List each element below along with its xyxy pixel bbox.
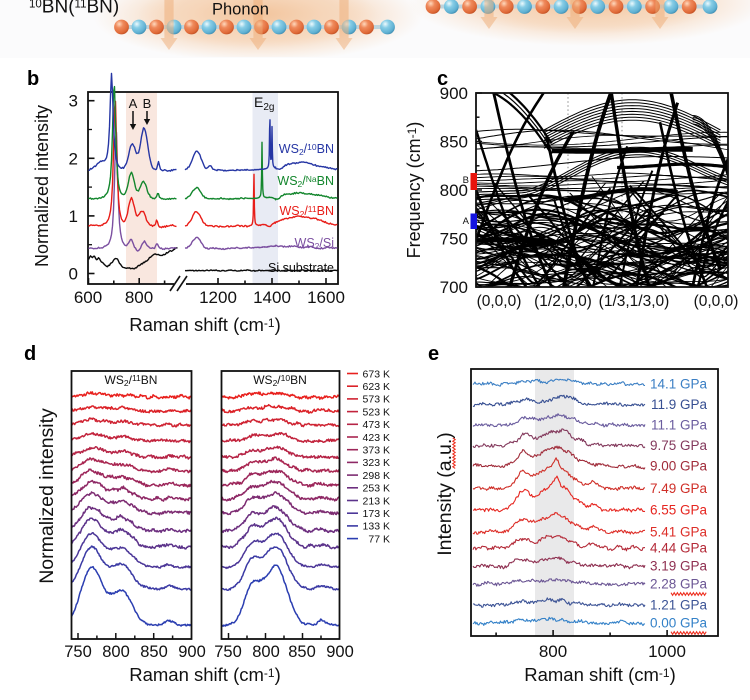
svg-text:850: 850: [140, 643, 168, 661]
svg-text:1400: 1400: [253, 288, 291, 307]
svg-text:900: 900: [326, 643, 354, 661]
svg-text:900: 900: [178, 643, 206, 661]
svg-text:600: 600: [74, 288, 102, 307]
svg-text:4.44 GPa: 4.44 GPa: [650, 541, 708, 556]
svg-text:b: b: [27, 68, 39, 90]
svg-text:750: 750: [214, 643, 242, 661]
svg-text:1000: 1000: [648, 642, 686, 661]
svg-text:423 K: 423 K: [363, 432, 390, 444]
svg-text:253 K: 253 K: [363, 483, 390, 495]
svg-text:3.19 GPa: 3.19 GPa: [650, 559, 708, 574]
svg-text:133 K: 133 K: [363, 521, 390, 533]
svg-text:373 K: 373 K: [363, 445, 390, 457]
svg-text:11.1 GPa: 11.1 GPa: [651, 418, 708, 433]
svg-text:2.28 GPa: 2.28 GPa: [650, 577, 708, 592]
svg-text:750: 750: [64, 643, 92, 661]
svg-text:B: B: [463, 175, 469, 186]
svg-text:523 K: 523 K: [363, 406, 390, 418]
svg-text:623 K: 623 K: [363, 381, 390, 393]
svg-text:Phonon: Phonon: [212, 1, 269, 19]
svg-text:Frequency (cm-1): Frequency (cm-1): [404, 122, 424, 259]
svg-text:800: 800: [440, 181, 468, 200]
svg-text:B: B: [143, 96, 152, 111]
svg-text:3: 3: [69, 92, 78, 111]
svg-text:d: d: [24, 343, 36, 365]
svg-text:1600: 1600: [307, 288, 345, 307]
svg-text:(0,0,0): (0,0,0): [694, 293, 739, 310]
svg-text:850: 850: [288, 643, 316, 661]
svg-text:A: A: [463, 216, 470, 227]
svg-text:10BN(11BN): 10BN(11BN): [29, 0, 119, 18]
svg-text:6.55 GPa: 6.55 GPa: [650, 503, 708, 518]
svg-text:673 K: 673 K: [363, 368, 390, 380]
svg-text:(0,0,0): (0,0,0): [477, 293, 522, 310]
svg-text:(1/2,0,0): (1/2,0,0): [534, 293, 592, 310]
svg-text:e: e: [428, 343, 439, 365]
svg-text:173 K: 173 K: [363, 508, 390, 520]
svg-text:77 K: 77 K: [368, 533, 390, 545]
svg-text:14.1 GPa: 14.1 GPa: [650, 377, 708, 392]
svg-text:700: 700: [440, 278, 468, 297]
svg-text:323 K: 323 K: [363, 457, 390, 469]
svg-text:c: c: [437, 68, 448, 90]
svg-text:A: A: [129, 96, 138, 111]
svg-text:750: 750: [440, 230, 468, 249]
svg-text:900: 900: [440, 84, 468, 103]
svg-text:7.49 GPa: 7.49 GPa: [650, 481, 708, 496]
svg-text:Raman shift (cm-1): Raman shift (cm-1): [129, 314, 281, 335]
svg-text:WS2/11BN: WS2/11BN: [279, 204, 334, 219]
svg-text:Normalized intensity: Normalized intensity: [36, 408, 58, 584]
svg-text:9.75 GPa: 9.75 GPa: [650, 438, 708, 453]
svg-text:2: 2: [69, 149, 78, 168]
svg-text:Raman shift (cm-1): Raman shift (cm-1): [129, 664, 281, 685]
svg-text:800: 800: [252, 643, 280, 661]
svg-text:9.00 GPa: 9.00 GPa: [650, 459, 708, 474]
svg-text:5.41 GPa: 5.41 GPa: [650, 525, 708, 540]
svg-text:(1/3,1/3,0): (1/3,1/3,0): [599, 293, 670, 310]
svg-text:1: 1: [69, 207, 78, 226]
svg-text:0: 0: [69, 265, 78, 284]
svg-text:298 K: 298 K: [363, 470, 390, 482]
svg-text:850: 850: [440, 133, 468, 152]
svg-text:0.00 GPa: 0.00 GPa: [650, 616, 708, 631]
svg-text:WS2/10BN: WS2/10BN: [279, 142, 334, 157]
svg-text:WS2/Si: WS2/Si: [295, 236, 334, 251]
svg-text:Si substrate: Si substrate: [268, 261, 334, 275]
svg-text:1200: 1200: [199, 288, 237, 307]
svg-text:WS2/11BN: WS2/11BN: [105, 373, 158, 388]
svg-text:WS2/10BN: WS2/10BN: [253, 373, 307, 388]
svg-text:573 K: 573 K: [363, 394, 390, 406]
svg-text:Intensity (a.u.): Intensity (a.u.): [434, 432, 456, 556]
svg-text:Raman shift (cm-1): Raman shift (cm-1): [524, 664, 676, 685]
svg-text:473 K: 473 K: [363, 419, 390, 431]
svg-text:800: 800: [539, 642, 567, 661]
svg-text:Normalized intensity: Normalized intensity: [32, 105, 52, 267]
svg-text:11.9 GPa: 11.9 GPa: [651, 397, 708, 412]
svg-text:WS2/NaBN: WS2/NaBN: [277, 174, 334, 189]
svg-text:800: 800: [102, 643, 130, 661]
svg-text:1.21 GPa: 1.21 GPa: [650, 598, 708, 613]
svg-text:213 K: 213 K: [363, 495, 390, 507]
svg-text:800: 800: [125, 288, 153, 307]
